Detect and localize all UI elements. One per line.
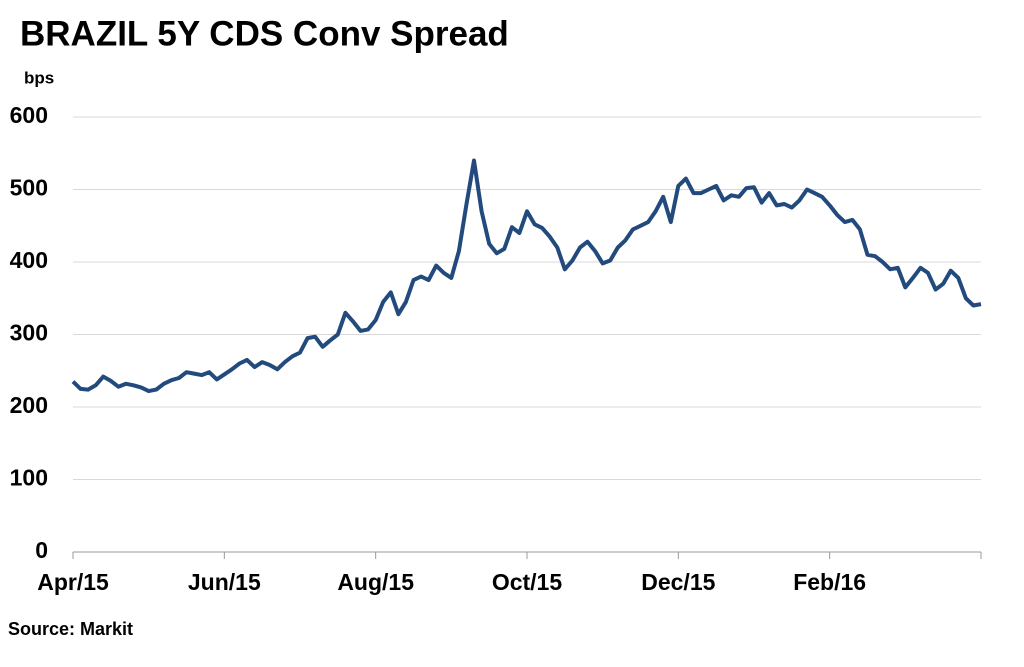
y-tick-label: 600 (10, 102, 48, 128)
source: Source: Markit (8, 619, 133, 639)
y-tick-label: 400 (10, 247, 48, 273)
x-tick-label: Oct/15 (492, 569, 563, 595)
y-tick-label: 100 (10, 465, 48, 491)
x-tick-label: Aug/15 (337, 569, 414, 595)
y-axis-label: bps (24, 68, 54, 87)
x-tick-label: Jun/15 (188, 569, 261, 595)
data-line (71, 158, 982, 394)
x-tick-label: Apr/15 (37, 569, 109, 595)
x-tick-label: Feb/16 (793, 569, 866, 595)
y-tick-label: 300 (10, 320, 48, 346)
chart-title: BRAZIL 5Y CDS Conv Spread (20, 14, 509, 53)
y-tick-label: 500 (10, 175, 48, 201)
y-tick-label: 0 (35, 537, 48, 563)
x-tick-label: Dec/15 (641, 569, 715, 595)
y-tick-label: 200 (10, 392, 48, 418)
